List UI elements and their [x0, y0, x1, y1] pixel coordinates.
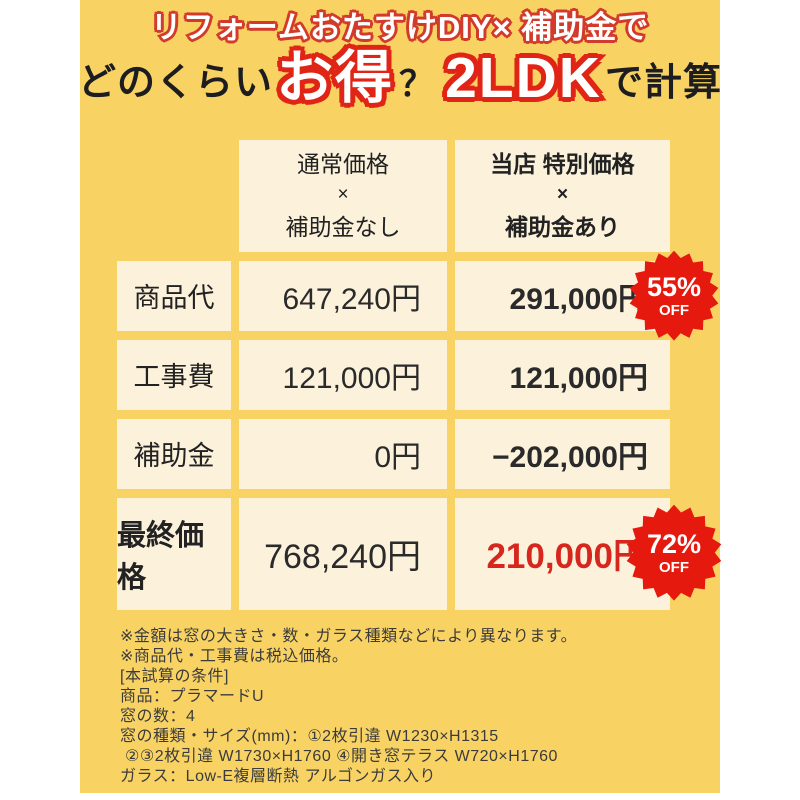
note-line: 窓の数：4 [120, 707, 196, 725]
note-line: ※金額は窓の大きさ・数・ガラス種類などにより異なります。 [120, 627, 578, 645]
subsidy-normal: 0円 [239, 418, 447, 489]
discount-off-label: OFF [659, 558, 689, 576]
price-grid: 通常価格 × 補助金なし 当店 特別価格 × 補助金あり 商品代 647,240… [117, 139, 670, 610]
headline-prefix: どのくらい [78, 62, 274, 105]
headline: どのくらい お得 ？ 2LDK で計算 [78, 46, 722, 111]
headline-suffix: で計算 [604, 62, 722, 105]
discount-percent: 72% [646, 528, 702, 559]
col-header-special-price: 当店 特別価格 × 補助金あり [455, 139, 670, 252]
header-line: 通常価格 [297, 150, 389, 177]
note-line: 商品：プラマードU [120, 687, 265, 705]
fine-print: ※金額は窓の大きさ・数・ガラス種類などにより異なります。 ※商品代・工事費は税込… [120, 627, 720, 787]
headline-2ldk: 2LDK [442, 46, 604, 111]
header-line: 当店 特別価格 [490, 150, 635, 177]
header-spacer [117, 140, 231, 252]
discount-percent: 55% [646, 271, 702, 302]
multiply-sign: × [337, 184, 349, 206]
final-price-normal: 768,240円 [239, 497, 447, 610]
row-label-subsidy: 補助金 [117, 418, 231, 489]
product-cost-normal: 647,240円 [239, 260, 447, 331]
note-line: ②③2枚引違 W1730×H1760 ④開き窓テラス W720×H1760 [125, 747, 558, 765]
construction-cost-normal: 121,000円 [239, 339, 447, 410]
note-line: [本試算の条件] [120, 667, 229, 685]
discount-off-label: OFF [659, 301, 689, 319]
headline-otoku: お得 [273, 46, 396, 111]
product-cost-special: 291,000円 [455, 260, 670, 331]
note-line: ※商品代・工事費は税込価格。 [120, 647, 349, 665]
header-line: 補助金あり [505, 213, 620, 240]
note-line: 窓の種類・サイズ(mm)：①2枚引違 W1230×H1315 [120, 727, 499, 745]
price-comparison-table: 通常価格 × 補助金なし 当店 特別価格 × 補助金あり 商品代 647,240… [117, 139, 722, 610]
subsidy-special: −202,000円 [455, 418, 670, 489]
row-label-final-price: 最終価格 [117, 497, 231, 610]
tagline: リフォームおたすけDIY× 補助金で [149, 8, 651, 47]
headline-question-mark: ？ [399, 65, 435, 105]
construction-cost-special: 121,000円 [455, 339, 670, 410]
note-line: ガラス：Low-E複層断熱 アルゴンガス入り [120, 767, 436, 785]
row-label-product-cost: 商品代 [117, 260, 231, 331]
header-line: 補助金なし [285, 213, 401, 240]
row-label-construction-cost: 工事費 [117, 339, 231, 410]
multiply-sign: × [556, 184, 569, 206]
col-header-normal-price: 通常価格 × 補助金なし [239, 139, 447, 252]
promo-panel: リフォームおたすけDIY× 補助金で どのくらい お得 ？ 2LDK で計算 通… [78, 0, 722, 793]
